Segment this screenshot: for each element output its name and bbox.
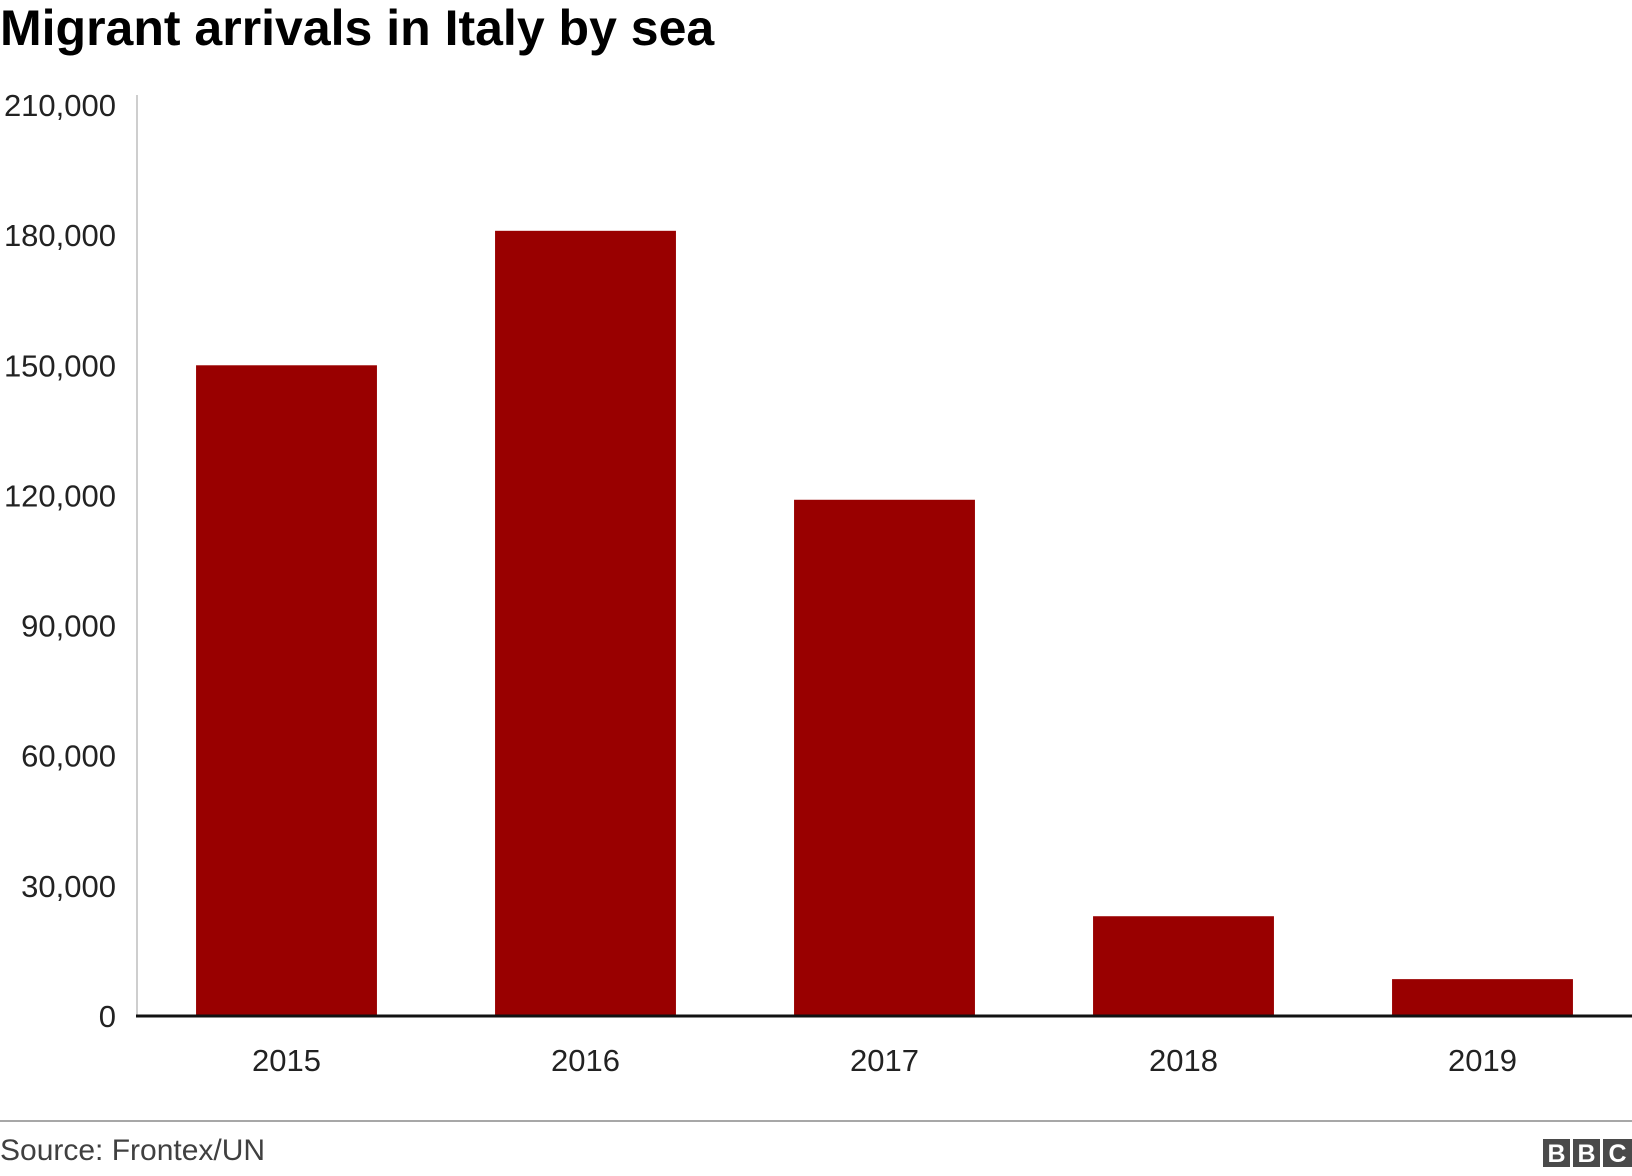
- y-axis-ticks: 0 30,000 60,000 90,000 120,000 150,000 180,000…: [4, 88, 116, 1034]
- y-tick-label: 210,000: [4, 88, 116, 123]
- y-tick-label: 180,000: [4, 218, 116, 253]
- bar-2015: [196, 365, 377, 1016]
- bars: [196, 230, 1573, 1017]
- chart-title: Migrant arrivals in Italy by sea: [0, 0, 715, 56]
- bar-2016: [495, 230, 676, 1017]
- x-tick-label: 2017: [850, 1043, 919, 1078]
- y-tick-label: 120,000: [4, 478, 116, 513]
- y-tick-label: 60,000: [21, 739, 116, 774]
- y-tick-label: 90,000: [21, 609, 116, 644]
- x-axis-ticks: 2015 2016 2017 2018 2019: [252, 1043, 1517, 1078]
- svg-text:C: C: [1608, 1140, 1626, 1168]
- svg-text:B: B: [1577, 1140, 1595, 1168]
- bbc-logo: B B C: [1543, 1139, 1632, 1168]
- bar-2019: [1392, 979, 1573, 1016]
- source-note: Source: Frontex/UN: [0, 1134, 265, 1167]
- x-tick-label: 2016: [551, 1043, 620, 1078]
- x-tick-label: 2019: [1448, 1043, 1517, 1078]
- y-tick-label: 30,000: [21, 869, 116, 904]
- y-tick-label: 150,000: [4, 348, 116, 383]
- x-tick-label: 2018: [1149, 1043, 1218, 1078]
- bar-2017: [794, 499, 975, 1016]
- y-tick-label: 0: [99, 999, 116, 1034]
- bar-2018: [1093, 916, 1274, 1016]
- x-tick-label: 2015: [252, 1043, 321, 1078]
- svg-text:B: B: [1547, 1140, 1565, 1168]
